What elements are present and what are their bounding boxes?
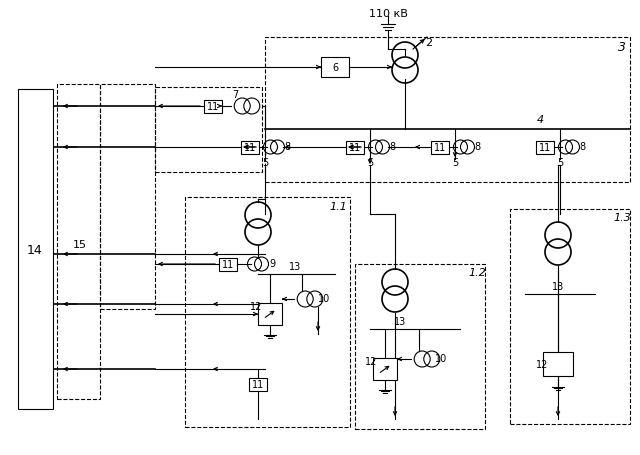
Bar	[346, 141, 364, 154]
Bar	[510, 210, 630, 424]
Bar	[373, 358, 397, 380]
Bar	[185, 197, 350, 427]
Text: 12: 12	[536, 359, 548, 369]
Text: 8: 8	[579, 142, 585, 152]
Bar	[155, 88, 262, 172]
Text: 2: 2	[426, 38, 433, 48]
Text: 5: 5	[557, 157, 563, 167]
Text: 12: 12	[365, 356, 377, 366]
Text: 9: 9	[269, 258, 275, 268]
Bar	[536, 141, 554, 154]
Text: 1.1: 1.1	[329, 202, 347, 212]
Text: 11: 11	[222, 259, 234, 269]
Text: 13: 13	[394, 316, 406, 326]
Text: 14: 14	[27, 243, 43, 256]
Text: 11: 11	[252, 379, 264, 389]
Text: 4: 4	[536, 115, 543, 125]
Text: 8: 8	[284, 142, 290, 152]
Bar	[321, 58, 349, 78]
Text: 5: 5	[262, 157, 268, 167]
Text: 11: 11	[539, 143, 551, 153]
Text: 10: 10	[435, 353, 447, 363]
Text: 7: 7	[232, 90, 238, 100]
Bar	[57, 85, 100, 399]
Text: 5: 5	[367, 157, 373, 167]
Text: 1.3: 1.3	[613, 212, 631, 222]
Text: 8: 8	[389, 142, 395, 152]
Text: 110 кВ: 110 кВ	[369, 9, 408, 19]
Text: 12: 12	[250, 301, 262, 311]
Bar	[431, 141, 449, 154]
Text: 11: 11	[207, 102, 219, 112]
Text: 10: 10	[318, 293, 330, 303]
Text: 13: 13	[552, 281, 564, 291]
Text: 6: 6	[332, 63, 338, 73]
Bar	[543, 352, 573, 376]
Bar	[100, 85, 155, 309]
Text: 8: 8	[474, 142, 480, 152]
Text: 11: 11	[434, 143, 446, 153]
Text: 13: 13	[289, 262, 301, 271]
Bar	[249, 378, 267, 391]
Text: 5: 5	[452, 157, 458, 167]
Text: 1.2: 1.2	[468, 268, 486, 278]
Bar	[258, 303, 282, 325]
Bar	[265, 38, 630, 182]
Text: 15: 15	[73, 239, 87, 249]
Text: 3: 3	[618, 40, 626, 53]
Text: 11: 11	[244, 143, 256, 153]
Bar	[204, 100, 222, 113]
Bar	[219, 258, 237, 271]
Text: 11: 11	[349, 143, 361, 153]
Bar	[241, 141, 259, 154]
Bar	[355, 264, 485, 429]
Bar	[18, 90, 53, 409]
